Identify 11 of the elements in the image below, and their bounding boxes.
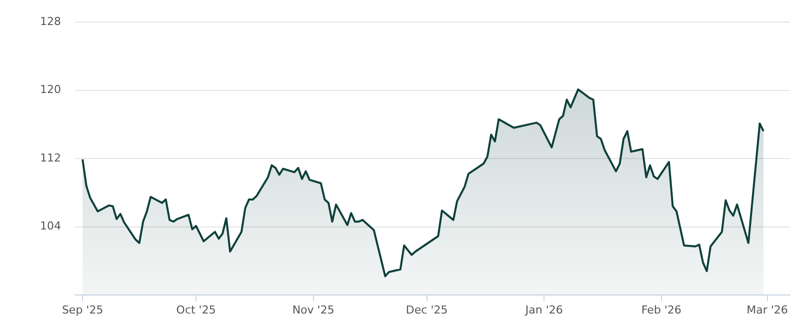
y-tick-label: 128	[40, 14, 61, 28]
x-tick-label: Oct '25	[176, 303, 216, 316]
y-tick-label: 104	[40, 220, 61, 233]
x-tick-label: Mar '26	[746, 303, 788, 316]
x-tick-label: Jan '26	[524, 303, 563, 316]
y-tick-label: 120	[40, 83, 61, 96]
x-tick-label: Nov '25	[292, 303, 334, 316]
x-tick-label: Feb '26	[641, 303, 682, 316]
y-tick-label: 112	[40, 151, 61, 164]
x-tick-label: Dec '25	[406, 303, 448, 316]
x-tick-label: Sep '25	[62, 303, 104, 316]
